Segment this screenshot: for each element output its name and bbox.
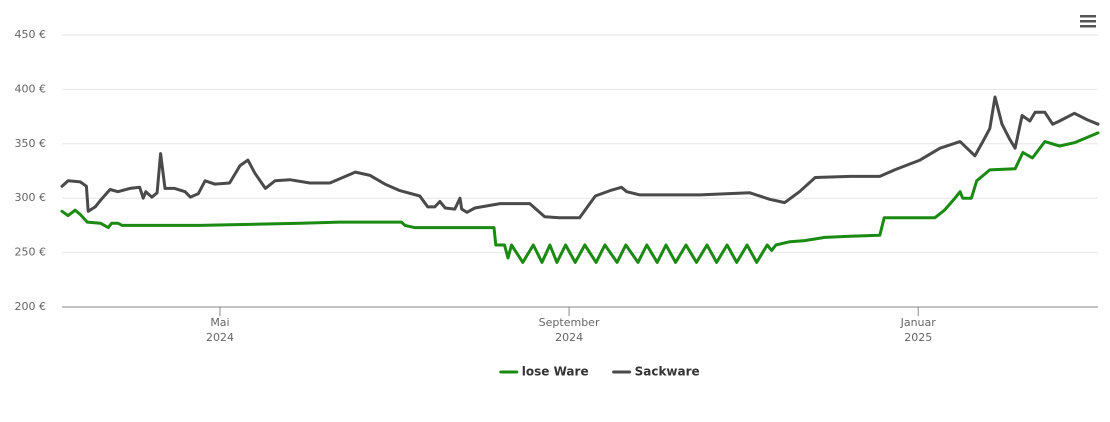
menu-button[interactable] [1080, 15, 1096, 28]
menu-bar [1080, 15, 1096, 18]
y-tick-label: 350 € [15, 137, 47, 150]
y-tick-label: 300 € [15, 191, 47, 204]
x-tick-label: 2024 [206, 331, 234, 344]
x-tick-label: September [539, 316, 600, 329]
y-tick-label: 200 € [15, 300, 47, 313]
legend-item[interactable]: Sackware [612, 365, 700, 379]
x-tick-label: 2025 [904, 331, 932, 344]
series-line [60, 95, 1100, 220]
menu-bar [1080, 25, 1096, 28]
x-tick-label: Mai [210, 316, 229, 329]
y-tick-label: 400 € [15, 82, 47, 95]
legend-label: lose Ware [522, 365, 589, 379]
y-tick-label: 450 € [15, 28, 47, 41]
x-tick-label: Januar [900, 316, 937, 329]
y-tick-label: 250 € [15, 246, 47, 259]
x-tick-label: 2024 [555, 331, 583, 344]
menu-bar [1080, 20, 1096, 23]
legend-item[interactable]: lose Ware [499, 365, 589, 379]
legend-label: Sackware [635, 365, 700, 379]
series-line [60, 131, 1100, 264]
